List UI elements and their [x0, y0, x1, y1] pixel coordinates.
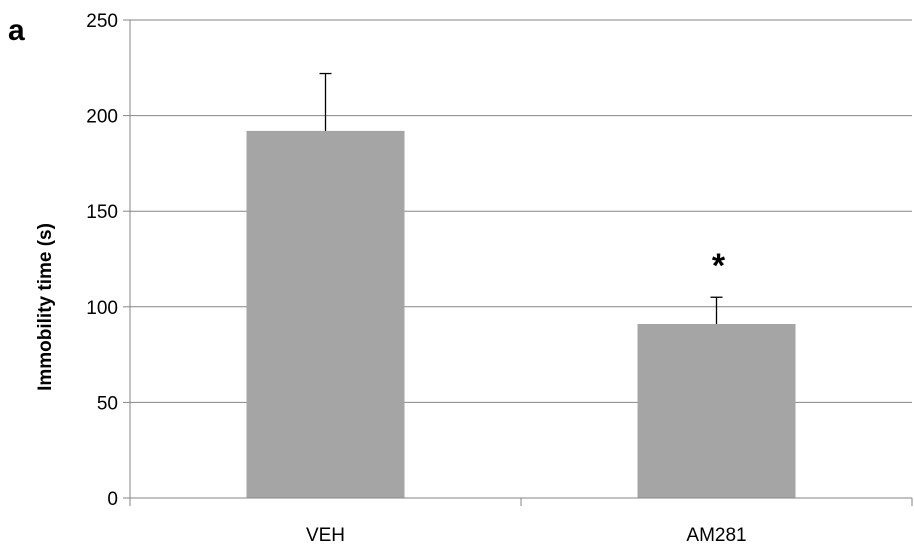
significance-marker: *: [712, 247, 726, 285]
bar-am281: [637, 324, 796, 498]
y-tick-labels: 0 50 100 150 200 250: [86, 11, 118, 510]
y-tick-label: 0: [107, 489, 118, 510]
error-bars: [319, 72, 723, 325]
bars: [246, 130, 796, 498]
axes: [123, 19, 913, 506]
y-tick-label: 50: [97, 393, 118, 414]
y-tick-label: 150: [86, 202, 118, 223]
y-tick-label: 250: [86, 11, 118, 32]
bar-veh: [246, 130, 405, 498]
annotations: *: [712, 247, 726, 285]
y-tick-label: 100: [86, 298, 118, 319]
panel-label: a: [8, 14, 25, 47]
x-tick-labels: VEH AM281: [306, 525, 747, 546]
x-tick-label: VEH: [306, 525, 345, 546]
y-tick-label: 200: [86, 107, 118, 128]
x-tick-label: AM281: [686, 525, 746, 546]
y-axis-label: Immobility time (s): [35, 223, 56, 391]
